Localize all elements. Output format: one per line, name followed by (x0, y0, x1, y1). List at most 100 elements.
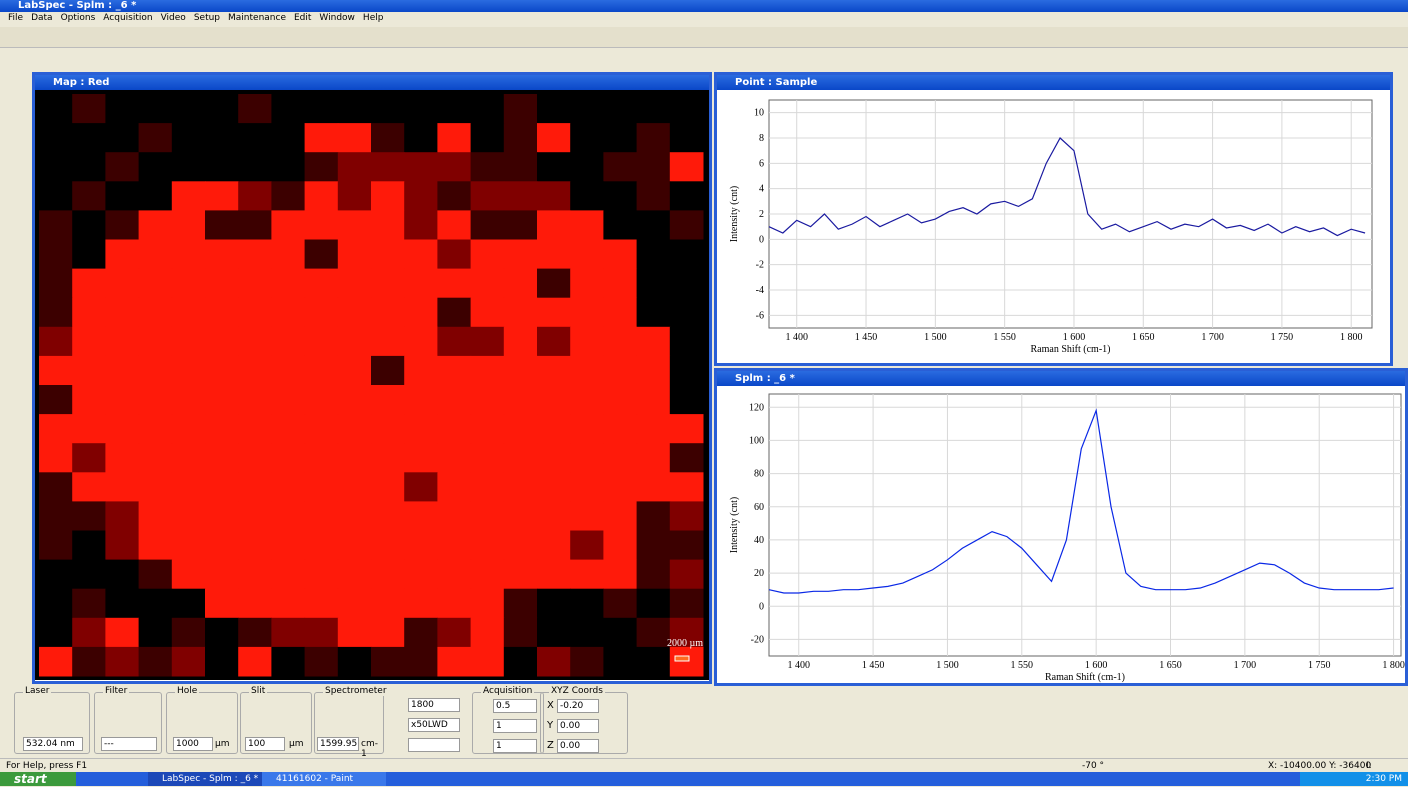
hole-input[interactable]: 1000 (173, 737, 213, 751)
point-title-bar: Point : Sample (717, 75, 1390, 90)
map-cell (371, 618, 405, 648)
slit-input[interactable]: 100 (245, 737, 285, 751)
menu-item[interactable]: Data (31, 13, 53, 26)
map-cell (670, 560, 704, 590)
app-title: LabSpec - Splm : _6 * (18, 0, 136, 11)
map-cell (271, 152, 305, 182)
map-cell (603, 94, 637, 124)
map-cell (537, 618, 571, 648)
map-cell (603, 240, 637, 270)
label: Slit (249, 686, 267, 696)
map-cell (437, 181, 471, 211)
map-cell (238, 472, 272, 502)
map-cell (637, 123, 671, 153)
map-cell (570, 327, 604, 357)
map-cell (437, 414, 471, 444)
map-cell (105, 327, 139, 357)
spectrometer-input[interactable]: 1599.95 (317, 737, 359, 751)
map-cell (205, 472, 239, 502)
label: Hole (175, 686, 199, 696)
map-cell (504, 443, 538, 473)
map-cell (537, 443, 571, 473)
time-input[interactable]: 0.5 (493, 699, 537, 713)
map-cell (504, 123, 538, 153)
map-cell (437, 123, 471, 153)
map-cell (39, 443, 73, 473)
map-cell (238, 210, 272, 240)
map-cell (305, 94, 339, 124)
grating-select[interactable]: 1800 (408, 698, 460, 712)
y-tick-label: 100 (749, 435, 764, 446)
scale-label: 2000 µm (667, 638, 703, 649)
map-cell (471, 560, 505, 590)
map-cell (471, 531, 505, 561)
map-cell (305, 443, 339, 473)
map-cell (172, 385, 206, 415)
menu-item[interactable]: Window (319, 13, 355, 26)
label: Laser (23, 686, 51, 696)
map-cell (437, 94, 471, 124)
map-cell (39, 501, 73, 531)
map-cell (471, 501, 505, 531)
y-tick-label: 4 (759, 184, 764, 195)
objective-select[interactable]: x50LWD (408, 718, 460, 732)
map-cell (504, 298, 538, 328)
map-cell (205, 210, 239, 240)
filter-select[interactable]: --- (101, 737, 157, 751)
menu-item[interactable]: File (8, 13, 23, 26)
laser-select[interactable]: 532.04 nm (23, 737, 83, 751)
point-window: Point : Sample 1 4001 4501 5001 5501 600… (714, 72, 1393, 366)
map-cell (371, 152, 405, 182)
map-cell (437, 531, 471, 561)
menu-item[interactable]: Video (161, 13, 186, 26)
map-cell (172, 414, 206, 444)
menu-item[interactable]: Setup (194, 13, 220, 26)
x-tick-label: 1 600 (1063, 332, 1086, 343)
map-cell (570, 123, 604, 153)
count-input[interactable]: 1 (493, 719, 537, 733)
map-cell (404, 327, 438, 357)
map-cell (271, 356, 305, 386)
menu-item[interactable]: Acquisition (103, 13, 152, 26)
x-input[interactable]: -0.20 (557, 699, 599, 713)
accum-input[interactable]: 1 (493, 739, 537, 753)
blank-input[interactable] (408, 738, 460, 752)
map-cell (404, 152, 438, 182)
map-cell (139, 531, 173, 561)
map-cell (504, 210, 538, 240)
map-cell (437, 152, 471, 182)
map-cell (637, 618, 671, 648)
map-cell (139, 240, 173, 270)
map-cell (371, 443, 405, 473)
map-cell (471, 240, 505, 270)
x-tick-label: 1 700 (1201, 332, 1224, 343)
map-cell (39, 181, 73, 211)
x-tick-label: 1 500 (924, 332, 947, 343)
x-tick-label: 1 550 (993, 332, 1016, 343)
menu-item[interactable]: Maintenance (228, 13, 286, 26)
menu-item[interactable]: Options (61, 13, 96, 26)
map-cell (471, 414, 505, 444)
map-cell (570, 210, 604, 240)
y-input[interactable]: 0.00 (557, 719, 599, 733)
menu-item[interactable]: Help (363, 13, 384, 26)
task-item[interactable]: 41161602 - Paint (262, 772, 386, 786)
map-cell (637, 240, 671, 270)
start-button[interactable]: start (0, 772, 76, 786)
z-input[interactable]: 0.00 (557, 739, 599, 753)
map-cell (603, 560, 637, 590)
map-cell (72, 94, 106, 124)
map-cell (437, 356, 471, 386)
map-cell (39, 560, 73, 590)
map-cell (105, 210, 139, 240)
map-cell (305, 327, 339, 357)
plot-area (769, 394, 1401, 656)
map-cell (537, 269, 571, 299)
map-cell (238, 240, 272, 270)
map-cell (205, 123, 239, 153)
task-item[interactable]: LabSpec - Splm : _6 * (148, 772, 272, 786)
x-tick-label: 1 500 (936, 660, 959, 671)
x-tick-label: 1 700 (1234, 660, 1257, 671)
map-cell (570, 181, 604, 211)
menu-item[interactable]: Edit (294, 13, 311, 26)
